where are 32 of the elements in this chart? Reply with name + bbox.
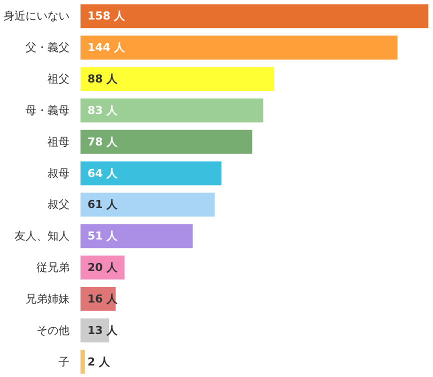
data-label: 83 人: [87, 104, 119, 117]
bar: [80, 224, 193, 248]
bar: [80, 192, 215, 217]
data-label: 51 人: [87, 230, 119, 243]
bar: [80, 67, 274, 91]
bar: [80, 4, 428, 28]
y-tick-label: 父・義父: [26, 41, 70, 54]
data-label: 78 人: [87, 135, 119, 148]
bar: [80, 130, 252, 154]
bar: [80, 36, 398, 60]
data-label: 20 人: [87, 261, 119, 274]
data-label: 158 人: [87, 10, 126, 23]
data-label: 64 人: [87, 166, 119, 180]
y-tick-label: 子: [58, 355, 70, 368]
data-label: 13 人: [87, 324, 119, 337]
y-tick-label: 身近にいない: [4, 10, 70, 23]
data-label: 88 人: [87, 72, 119, 86]
data-label: 144 人: [87, 41, 126, 54]
y-tick-label: 叔父: [48, 198, 70, 212]
y-tick-label: 母・義母: [26, 104, 70, 117]
bar: [80, 161, 222, 186]
data-label: 61 人: [87, 198, 119, 212]
bar: [80, 350, 85, 374]
data-label: 2 人: [87, 355, 111, 368]
y-tick-label: 従兄弟: [36, 261, 70, 274]
y-tick-label: 兄弟姉妹: [26, 292, 70, 306]
y-tick-label: 叔母: [48, 166, 70, 180]
y-tick-label: 祖父: [48, 72, 70, 86]
y-tick-label: 祖母: [48, 135, 70, 148]
bar: [80, 98, 264, 122]
y-tick-label: 友人、知人: [14, 230, 70, 243]
y-tick-label: その他: [36, 324, 70, 337]
